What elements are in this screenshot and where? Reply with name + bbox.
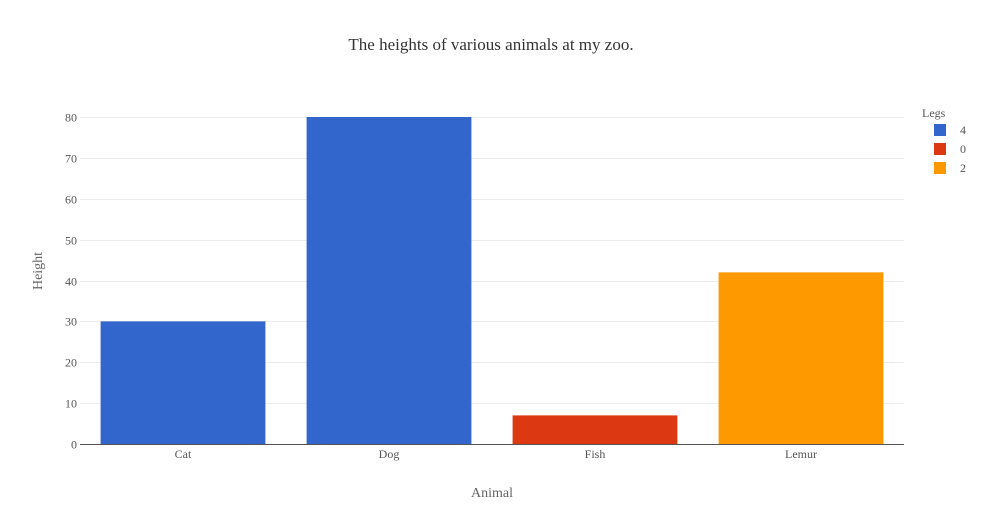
bar-dog: [306, 117, 472, 444]
y-axis-title: Height: [31, 252, 46, 290]
legend-title: Legs: [922, 106, 946, 120]
y-tick-label: 50: [65, 234, 77, 248]
y-tick-label: 30: [65, 315, 77, 329]
y-tick-label: 40: [65, 275, 77, 289]
legend-swatch: [934, 162, 946, 174]
legend-label: 0: [960, 142, 966, 156]
x-axis-title: Animal: [471, 486, 513, 501]
x-tick-label: Fish: [585, 447, 606, 461]
legend-label: 4: [960, 123, 966, 137]
legend-label: 2: [960, 161, 966, 175]
chart-title: The heights of various animals at my zoo…: [348, 35, 633, 54]
y-tick-label: 10: [65, 397, 77, 411]
legend-swatch: [934, 143, 946, 155]
bar-fish: [512, 415, 678, 444]
y-tick-label: 60: [65, 193, 77, 207]
x-tick-label: Dog: [379, 447, 400, 461]
x-tick-label: Lemur: [785, 447, 817, 461]
legend-swatch: [934, 124, 946, 136]
bars: [100, 117, 884, 444]
bar-cat: [100, 321, 266, 444]
y-tick-label: 20: [65, 356, 77, 370]
legend: Legs 4 0 2: [922, 106, 966, 175]
y-axis-ticks: 0 10 20 30 40 50 60 70 80: [65, 111, 77, 452]
x-tick-label: Cat: [175, 447, 192, 461]
x-axis-ticks: Cat Dog Fish Lemur: [175, 447, 817, 461]
bar-lemur: [718, 272, 884, 444]
y-tick-label: 80: [65, 111, 77, 125]
y-tick-label: 0: [71, 438, 77, 452]
y-tick-label: 70: [65, 152, 77, 166]
